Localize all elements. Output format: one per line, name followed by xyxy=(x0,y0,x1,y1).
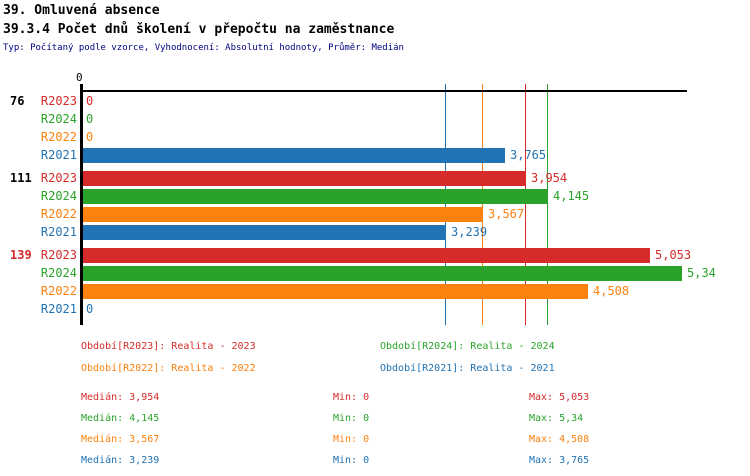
bar-r2021-group-76 xyxy=(82,148,505,163)
bar-value-r2022-group-111: 3,567 xyxy=(488,207,525,221)
bar-value-r2023-group-139: 5,053 xyxy=(655,248,692,262)
stat-max-r2024: Max: 5,34 xyxy=(529,413,584,424)
report-title-line1: 39. Omluvená absence xyxy=(3,3,160,18)
bar-value-r2021-group-139: 0 xyxy=(86,302,94,316)
median-line-r2022 xyxy=(482,84,483,325)
series-label-r2023-group-111: R2023 xyxy=(40,171,77,185)
y-axis-line xyxy=(80,84,83,325)
bar-r2023-group-139 xyxy=(82,248,650,263)
group-label-111: 111 xyxy=(10,171,32,185)
stat-max-r2021: Max: 3,765 xyxy=(529,455,590,466)
stat-median-r2021: Medián: 3,239 xyxy=(81,455,160,466)
bar-r2022-group-139 xyxy=(82,284,588,299)
bar-value-r2022-group-76: 0 xyxy=(86,130,94,144)
bar-r2024-group-111 xyxy=(82,189,548,204)
legend-item-r2024: Období[R2024]: Realita - 2024 xyxy=(380,341,555,352)
series-label-r2024-group-139: R2024 xyxy=(40,266,77,280)
bar-value-r2023-group-76: 0 xyxy=(86,94,94,108)
report-subtitle: Typ: Počítaný podle vzorce, Vyhodnocení:… xyxy=(3,43,404,53)
stat-median-r2023: Medián: 3,954 xyxy=(81,392,160,403)
stat-min-r2024: Min: 0 xyxy=(333,413,370,424)
median-line-r2023 xyxy=(525,84,526,325)
stat-max-r2022: Max: 4,508 xyxy=(529,434,590,445)
bar-value-r2021-group-76: 3,765 xyxy=(510,148,547,162)
bar-r2021-group-111 xyxy=(82,225,446,240)
stat-median-r2022: Medián: 3,567 xyxy=(81,434,160,445)
series-label-r2023-group-76: R2023 xyxy=(40,94,77,108)
axis-zero-label: 0 xyxy=(76,71,83,84)
group-label-76: 76 xyxy=(10,94,25,108)
bar-r2024-group-139 xyxy=(82,266,682,281)
stat-min-r2023: Min: 0 xyxy=(333,392,370,403)
legend-item-r2023: Období[R2023]: Realita - 2023 xyxy=(81,341,256,352)
stat-max-r2023: Max: 5,053 xyxy=(529,392,590,403)
bar-value-r2024-group-111: 4,145 xyxy=(553,189,590,203)
series-label-r2021-group-76: R2021 xyxy=(40,148,77,162)
series-label-r2022-group-76: R2022 xyxy=(40,130,77,144)
bar-r2022-group-111 xyxy=(82,207,483,222)
series-label-r2023-group-139: R2023 xyxy=(40,248,77,262)
bar-value-r2024-group-139: 5,34 xyxy=(687,266,716,280)
median-line-r2021 xyxy=(445,84,446,325)
report-title-line2: 39.3.4 Počet dnů školení v přepočtu na z… xyxy=(3,22,395,37)
series-label-r2021-group-111: R2021 xyxy=(40,225,77,239)
bar-value-r2024-group-76: 0 xyxy=(86,112,94,126)
bar-value-r2021-group-111: 3,239 xyxy=(451,225,488,239)
legend-item-r2021: Období[R2021]: Realita - 2021 xyxy=(380,363,555,374)
series-label-r2024-group-76: R2024 xyxy=(40,112,77,126)
series-label-r2022-group-111: R2022 xyxy=(40,207,77,221)
stat-median-r2024: Medián: 4,145 xyxy=(81,413,160,424)
bar-r2023-group-111 xyxy=(82,171,526,186)
bar-value-r2022-group-139: 4,508 xyxy=(593,284,630,298)
group-label-139: 139 xyxy=(10,248,32,262)
x-axis-line xyxy=(80,90,687,92)
series-label-r2024-group-111: R2024 xyxy=(40,189,77,203)
series-label-r2022-group-139: R2022 xyxy=(40,284,77,298)
median-line-r2024 xyxy=(547,84,548,325)
bar-value-r2023-group-111: 3,954 xyxy=(531,171,568,185)
legend-item-r2022: Období[R2022]: Realita - 2022 xyxy=(81,363,256,374)
stat-min-r2022: Min: 0 xyxy=(333,434,370,445)
stat-min-r2021: Min: 0 xyxy=(333,455,370,466)
series-label-r2021-group-139: R2021 xyxy=(40,302,77,316)
